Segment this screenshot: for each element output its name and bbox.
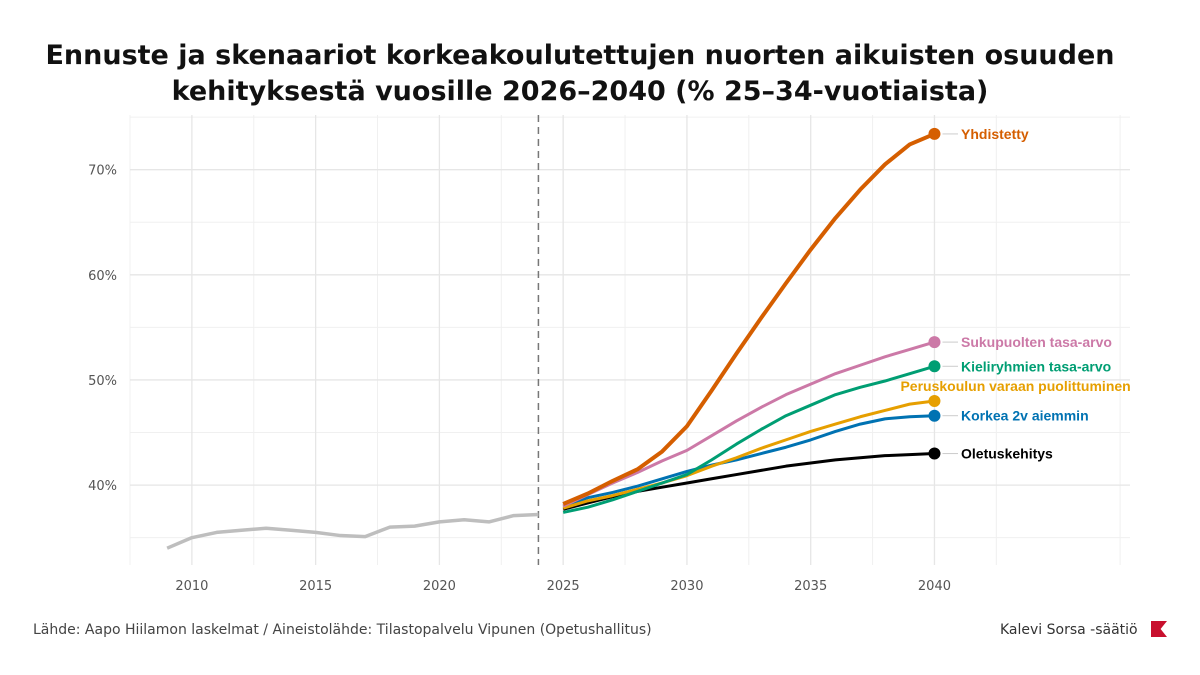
series-label: Sukupuolten tasa-arvo bbox=[961, 334, 1112, 350]
series-end-point bbox=[928, 409, 941, 422]
series-end-point bbox=[928, 336, 941, 349]
y-tick-label: 40% bbox=[88, 479, 117, 494]
series-line bbox=[562, 340, 935, 508]
x-tick-label: 2040 bbox=[918, 579, 951, 594]
historical-line bbox=[166, 512, 539, 550]
series-end-point bbox=[928, 447, 941, 460]
series-line bbox=[562, 132, 936, 506]
series-line bbox=[562, 399, 935, 510]
series-end-point bbox=[928, 127, 941, 140]
chart-title-line1: Ennuste ja skenaariot korkeakoulutettuje… bbox=[45, 40, 1115, 71]
source-note: Lähde: Aapo Hiilamon laskelmat / Aineist… bbox=[33, 622, 652, 638]
series-line bbox=[562, 364, 935, 514]
x-tick-label: 2020 bbox=[423, 579, 456, 594]
x-tick-label: 2015 bbox=[299, 579, 332, 594]
series-end-point bbox=[928, 394, 941, 407]
x-tick-label: 2030 bbox=[670, 579, 703, 594]
series-label: Korkea 2v aiemmin bbox=[961, 408, 1089, 424]
x-tick-label: 2035 bbox=[794, 579, 827, 594]
series-label: Peruskoulun varaan puolittuminen bbox=[900, 378, 1130, 394]
series-end-point bbox=[928, 360, 941, 373]
y-tick-label: 50% bbox=[88, 374, 117, 389]
series-label: Oletuskehitys bbox=[961, 446, 1053, 462]
y-tick-label: 70% bbox=[88, 164, 117, 179]
series-label: Yhdistetty bbox=[961, 126, 1029, 142]
brand-logo-icon bbox=[1151, 621, 1167, 637]
brand-name: Kalevi Sorsa -säätiö bbox=[1000, 622, 1138, 638]
x-tick-label: 2010 bbox=[175, 579, 208, 594]
series-line bbox=[562, 414, 935, 508]
chart-title-line2: kehityksestä vuosille 2026–2040 (% 25–34… bbox=[171, 76, 989, 107]
x-tick-label: 2025 bbox=[547, 579, 580, 594]
y-tick-label: 60% bbox=[88, 269, 117, 284]
series-label: Kieliryhmien tasa-arvo bbox=[961, 358, 1111, 374]
